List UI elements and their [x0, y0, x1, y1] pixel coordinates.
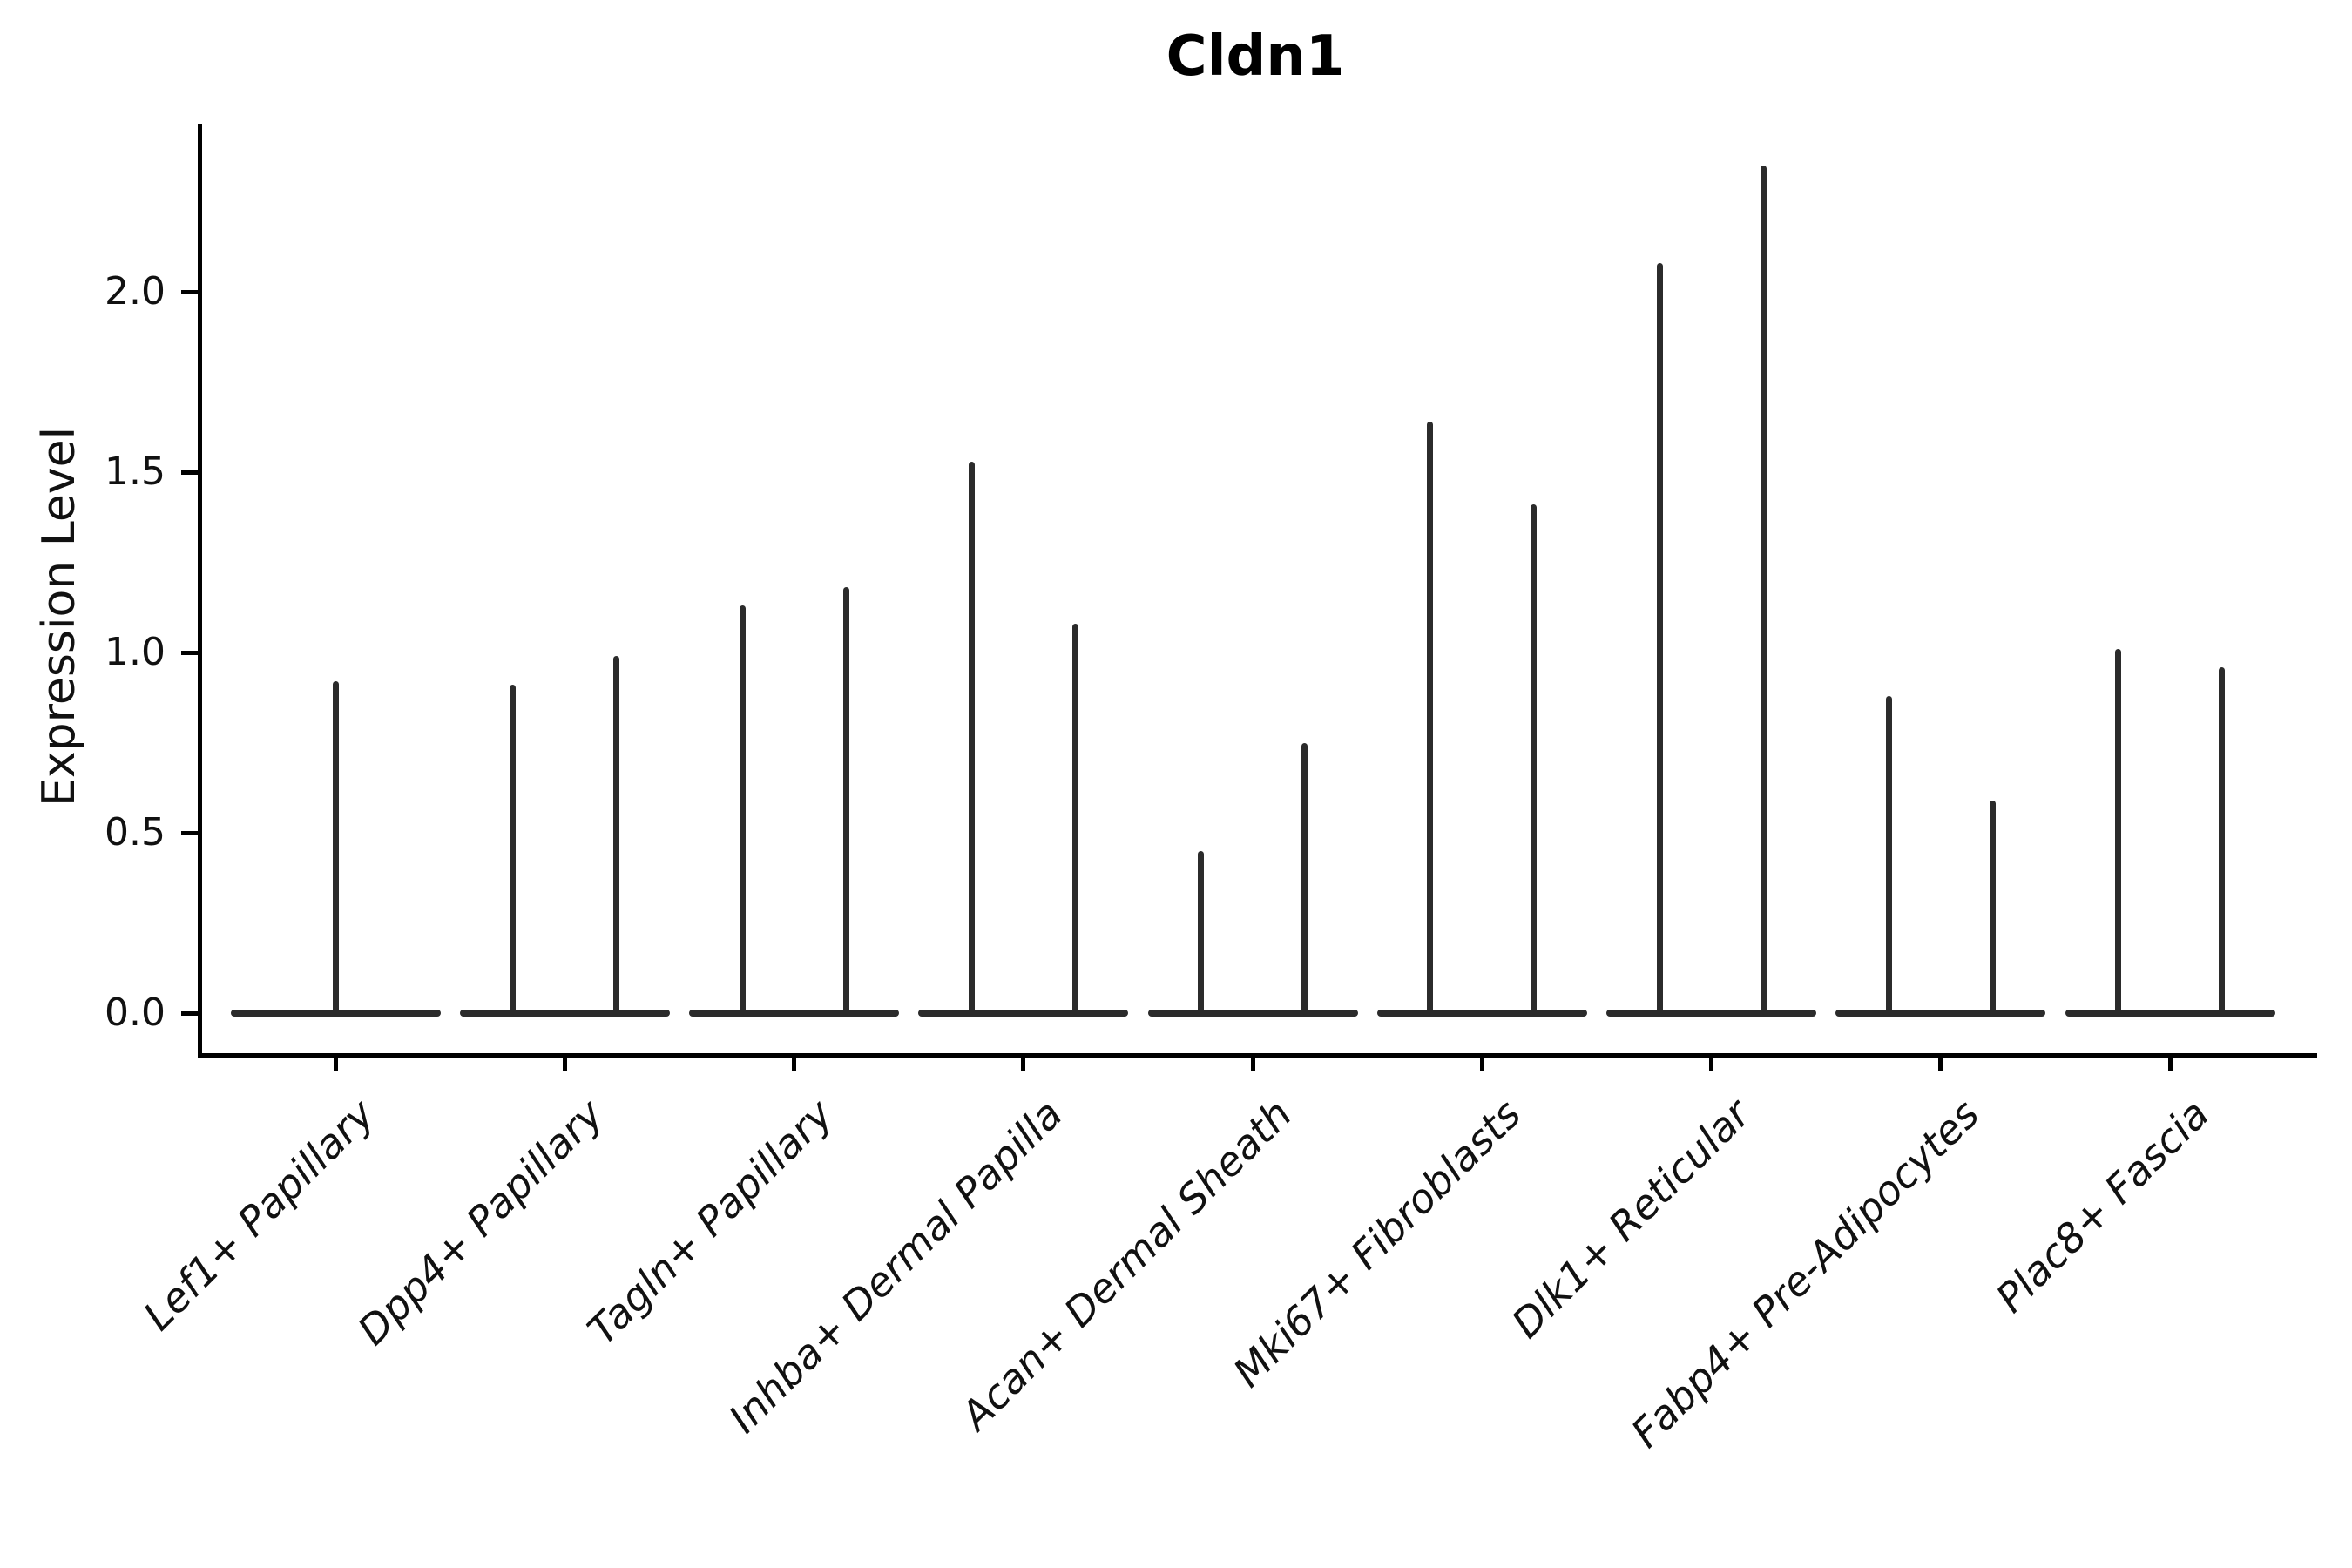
x-tick-mark — [792, 1055, 796, 1071]
x-category-label: Tagln+ Papillary — [578, 1090, 842, 1354]
x-category-label: Dlk1+ Reticular — [1502, 1090, 1760, 1348]
x-category-label: Lef1+ Papillary — [133, 1090, 383, 1340]
violin-spike — [510, 685, 517, 1015]
x-tick-mark — [1021, 1055, 1026, 1071]
y-tick-label: 0.5 — [105, 810, 166, 855]
violin-baseline — [1606, 1010, 1816, 1017]
violin-spike — [2219, 666, 2225, 1015]
x-tick-mark — [333, 1055, 338, 1071]
violin-baseline — [918, 1010, 1129, 1017]
violin-spike — [332, 681, 339, 1015]
violin-spike — [1198, 850, 1204, 1015]
y-tick-label: 1.0 — [105, 630, 166, 674]
plot-area — [198, 124, 2317, 1058]
violin-spike — [1531, 504, 1538, 1015]
violin-spike — [1885, 695, 1892, 1015]
violin-baseline — [2065, 1010, 2275, 1017]
violin-baseline — [689, 1010, 899, 1017]
violin-baseline — [459, 1010, 670, 1017]
violin-spike — [1427, 422, 1434, 1015]
y-tick-label: 0.0 — [105, 990, 166, 1035]
y-tick-mark — [181, 650, 198, 655]
chart-title: Cldn1 — [1166, 24, 1345, 89]
violin-spike — [842, 587, 849, 1015]
y-tick-mark — [181, 470, 198, 475]
x-category-label: Dpp4+ Papillary — [348, 1090, 613, 1355]
x-tick-mark — [562, 1055, 567, 1071]
violin-spike — [1760, 166, 1767, 1015]
x-tick-mark — [1250, 1055, 1255, 1071]
violin-spike — [1989, 800, 1996, 1015]
violin-spike — [1301, 742, 1308, 1015]
y-tick-mark — [181, 289, 198, 294]
y-tick-label: 2.0 — [105, 269, 166, 314]
x-tick-mark — [1709, 1055, 1713, 1071]
violin-baseline — [1835, 1010, 2046, 1017]
violin-spike — [1071, 623, 1078, 1015]
violin-spike — [968, 461, 975, 1015]
violin-spike — [2115, 648, 2121, 1015]
x-tick-mark — [1938, 1055, 1943, 1071]
violin-baseline — [1376, 1010, 1587, 1017]
violin-baseline — [1147, 1010, 1358, 1017]
x-tick-mark — [2167, 1055, 2173, 1071]
violin-spike — [739, 605, 746, 1015]
y-tick-label: 1.5 — [105, 449, 166, 494]
x-category-label: Plac8+ Fascia — [1986, 1090, 2218, 1321]
y-tick-mark — [181, 1010, 198, 1016]
violin-spike — [1656, 262, 1663, 1015]
violin-spike — [613, 656, 620, 1015]
y-axis-label: Expression Level — [33, 426, 85, 808]
x-tick-mark — [1479, 1055, 1484, 1071]
y-tick-mark — [181, 830, 198, 835]
